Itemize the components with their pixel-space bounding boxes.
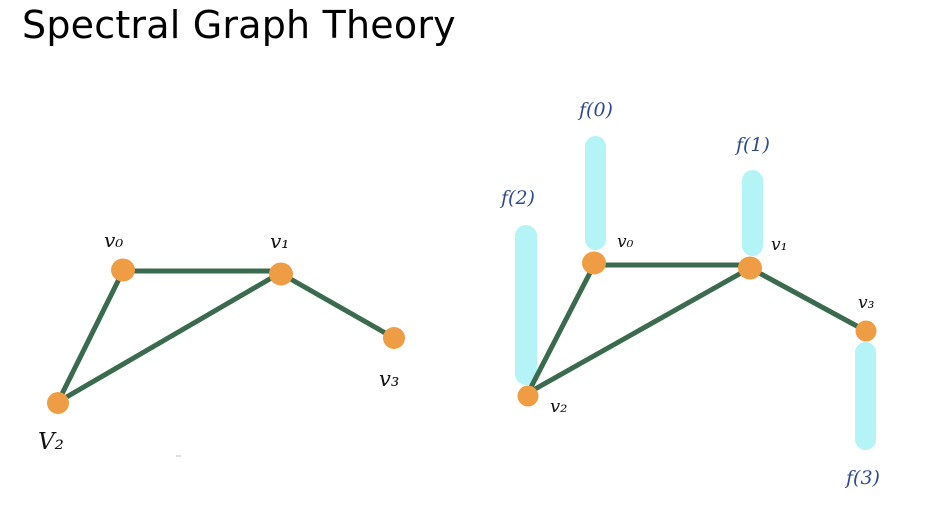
right-node-v2 bbox=[517, 385, 539, 407]
slide-title: Spectral Graph Theory bbox=[22, 3, 456, 47]
left-edge-v1-v3 bbox=[277, 270, 397, 341]
left-node-v0 bbox=[111, 258, 135, 282]
right-node-v0 bbox=[582, 251, 606, 275]
right-label-v0: v₀ bbox=[617, 232, 634, 252]
bar-f1 bbox=[742, 170, 763, 256]
left-label-v1: v₁ bbox=[270, 229, 289, 253]
right-label-v2: v₂ bbox=[550, 396, 567, 417]
right-graph: v₀ v₁ v₂ v₃ f(0) f(1) f(2) f(3) bbox=[499, 99, 880, 489]
left-edge-v1-v2 bbox=[55, 270, 283, 405]
right-node-v3 bbox=[855, 320, 877, 342]
right-edge-v0-v2 bbox=[525, 262, 597, 396]
function-label-f2: f(2) bbox=[499, 187, 535, 209]
right-node-v1 bbox=[738, 256, 762, 280]
function-label-f1: f(1) bbox=[734, 134, 770, 156]
left-edge-v0-v2 bbox=[55, 268, 126, 405]
left-graph: v₀ v₁ V₂ v₃ bbox=[38, 228, 405, 457]
bar-f2 bbox=[515, 225, 537, 385]
left-node-v2 bbox=[47, 392, 69, 414]
left-label-v3: v₃ bbox=[379, 367, 399, 391]
left-node-v3 bbox=[383, 327, 405, 349]
right-edge-v1-v3 bbox=[747, 265, 869, 334]
left-label-v0: v₀ bbox=[104, 228, 123, 252]
function-label-f3: f(3) bbox=[844, 467, 880, 489]
left-label-v2: V₂ bbox=[38, 429, 64, 455]
bar-f3 bbox=[855, 342, 876, 450]
left-node-v1 bbox=[269, 262, 293, 286]
bar-f0 bbox=[585, 136, 606, 250]
right-edge-v1-v2 bbox=[525, 265, 753, 396]
right-label-v1: v₁ bbox=[771, 235, 787, 255]
function-label-f0: f(0) bbox=[577, 99, 613, 121]
right-label-v3: v₃ bbox=[858, 293, 875, 313]
